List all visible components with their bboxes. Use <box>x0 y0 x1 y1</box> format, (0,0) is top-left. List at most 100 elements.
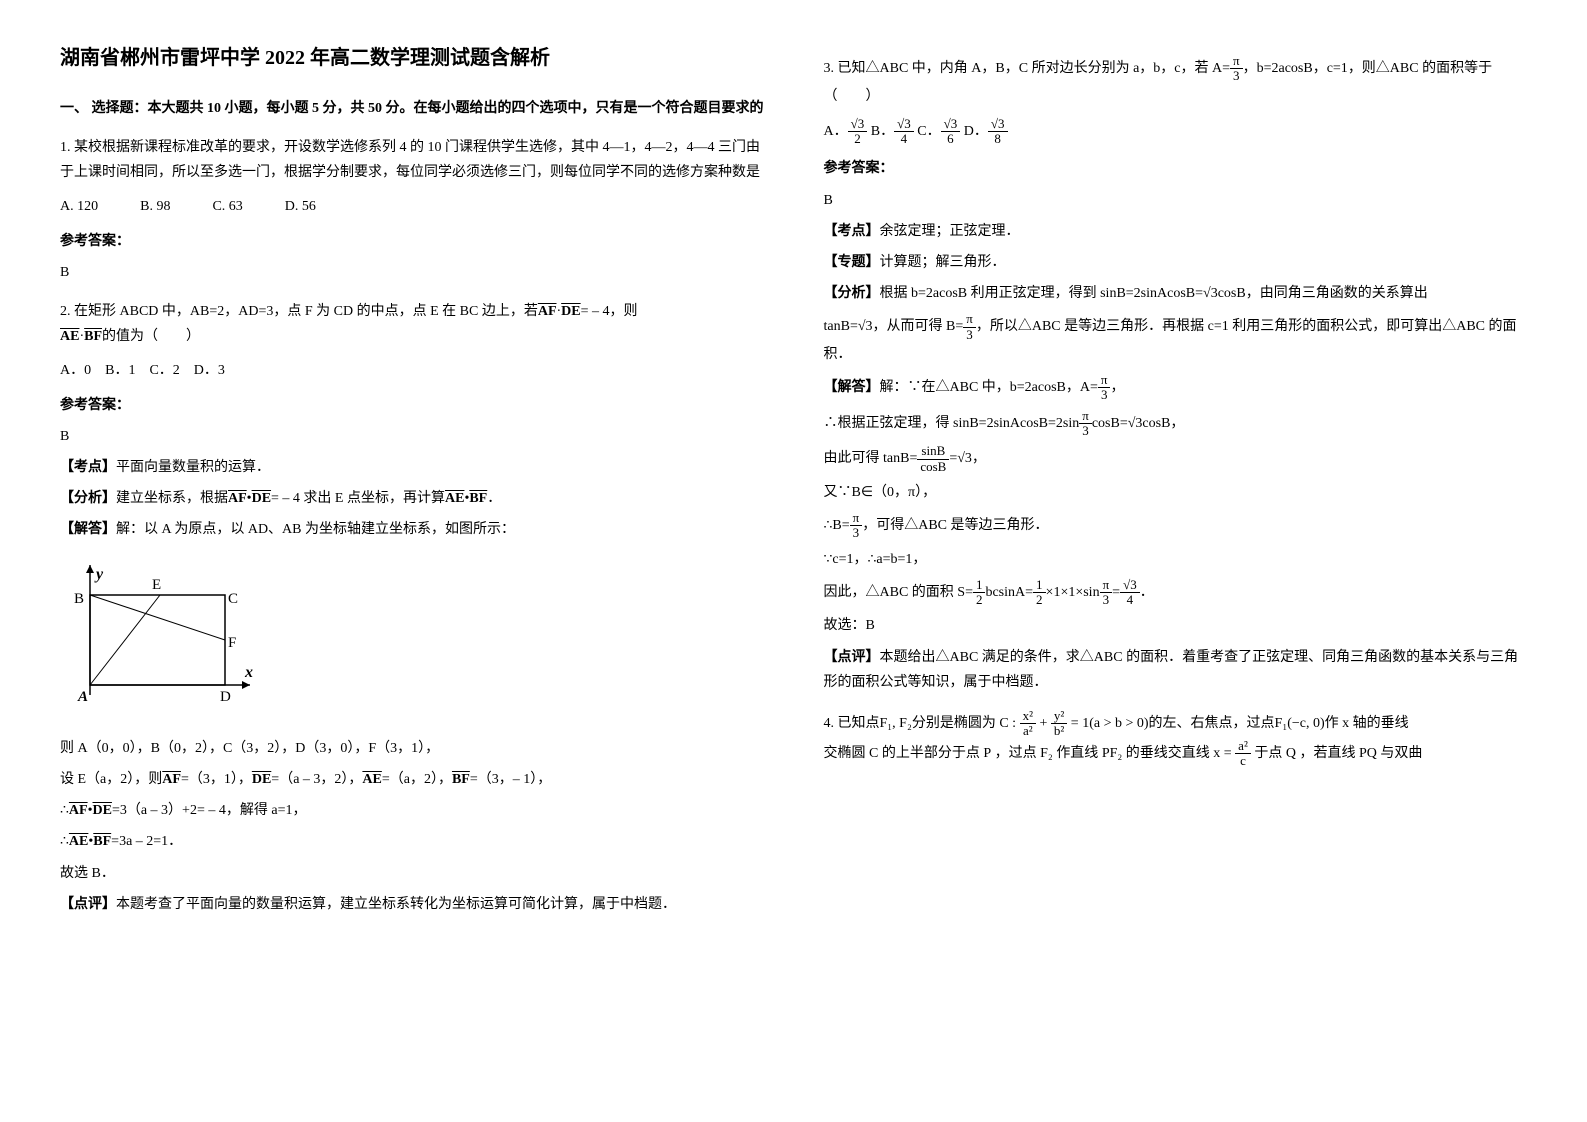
q3-zt-label: 【专题】 <box>824 255 880 270</box>
q3-text-pre: 3. 已知△ABC 中，内角 A，B，C 所对边长分别为 a，b，c，若 <box>824 61 1209 76</box>
q2-jd5-pre: ∴ <box>60 834 69 849</box>
q2-jd4: ∴AF•DE=3（a – 3）+2= – 4，解得 a=1， <box>60 798 764 823</box>
q2-dianping: 【点评】本题考查了平面向量的数量积运算，建立坐标系转化为坐标运算可简化计算，属于… <box>60 892 764 917</box>
q2-text-line2: AE·BF的值为（ ） <box>60 324 764 349</box>
q3-choices: A．√32 B．√34 C．√36 D．√38 <box>824 117 1528 147</box>
q3-jd7-f1: 12 <box>973 578 986 608</box>
coordinate-diagram: y x A B E C F D <box>60 555 764 724</box>
q4-C: C <box>869 746 878 761</box>
q4-l2-mid5: 于点 <box>1254 746 1282 761</box>
vec-de4: DE <box>93 803 112 818</box>
q4-ellipse-eq: C : x²a² + y²b² = 1(a > b > 0) <box>996 716 1149 731</box>
q2-jd2: 则 A（0，0），B（0，2），C（3，2），D（3，0），F（3，1）， <box>60 736 764 761</box>
q1-ref-label: 参考答案： <box>60 229 764 254</box>
q3-kd-label: 【考点】 <box>824 224 880 239</box>
q3-jd7-f4: √34 <box>1120 578 1140 608</box>
q3-fx2-pre: tanB=√3，从而可得 B= <box>824 319 964 334</box>
q4-l2-mid3: 作直线 <box>1056 746 1098 761</box>
q1-text: 1. 某校根据新课程标准改革的要求，开设数学选修系列 4 的 10 门课程供学生… <box>60 135 764 185</box>
q1-choices: A. 120 B. 98 C. 63 D. 56 <box>60 194 764 219</box>
q3-fx-label: 【分析】 <box>824 286 880 301</box>
q2-jd1: 解：以 A 为原点，以 AD、AB 为坐标轴建立坐标系，如图所示： <box>116 522 515 537</box>
q3-dp-label: 【点评】 <box>824 650 880 665</box>
q3-choice-A-prefix: A． <box>824 124 848 139</box>
q3-zhuanti: 【专题】计算题；解三角形． <box>824 250 1528 275</box>
point-A: A <box>77 689 88 705</box>
q3-jd2-post: cosB=√3cosB， <box>1092 416 1185 431</box>
q2-choices: A．0 B．1 C．2 D．3 <box>60 358 764 383</box>
q2-jd-label: 【解答】 <box>60 522 116 537</box>
q4-directrix: x = a²c <box>1213 746 1251 761</box>
question-3: 3. 已知△ABC 中，内角 A，B，C 所对边长分别为 a，b，c，若 A=π… <box>824 54 1528 695</box>
q2-jd5-post: =3a – 2=1． <box>111 834 182 849</box>
q2-jd3-ae: =（a，2）， <box>382 772 452 787</box>
q3-choice-B-prefix: B． <box>871 124 894 139</box>
section-1-header: 一、 选择题：本大题共 10 小题，每小题 5 分，共 50 分。在每小题给出的… <box>60 96 764 121</box>
q2-jd4-post: =3（a – 3）+2= – 4，解得 a=1， <box>112 803 307 818</box>
q3-text: 3. 已知△ABC 中，内角 A，B，C 所对边长分别为 a，b，c，若 A=π… <box>824 54 1528 109</box>
q3-fx1: 根据 b=2acosB 利用正弦定理，得到 sinB=2sinAcosB=√3c… <box>880 286 1428 301</box>
q2-fx-post: ． <box>487 491 501 506</box>
q3-jd3-frac: sinBcosB <box>917 444 949 474</box>
question-1: 1. 某校根据新课程标准改革的要求，开设数学选修系列 4 的 10 门课程供学生… <box>60 135 764 285</box>
q3-zt: 计算题；解三角形． <box>880 255 1006 270</box>
q4-line2: 交椭圆 C 的上半部分于点 P ，过点 F₂ 作直线 PF₂ 的垂线交直线 x … <box>824 739 1528 769</box>
point-B: B <box>74 591 84 607</box>
q3-choice-D: √38 <box>988 117 1008 147</box>
q4-F2: F₂ <box>1040 746 1053 761</box>
q3-jd7-mid2: ×1×1×sin <box>1046 585 1100 600</box>
vec-ae: AE <box>60 329 79 344</box>
q4-l2-pre: 交椭圆 <box>824 746 866 761</box>
point-D: D <box>220 689 231 705</box>
q3-jd7-post: ． <box>1140 585 1154 600</box>
q3-jd3-pre: 由此可得 tanB= <box>824 451 918 466</box>
vec-af2: AF <box>228 491 247 506</box>
question-4: 4. 已知点F₁, F₂分别是椭圆为 C : x²a² + y²b² = 1(a… <box>824 709 1528 768</box>
q4-Q: Q <box>1286 746 1296 761</box>
q3-jd1-frac: π3 <box>1098 373 1111 403</box>
q3-jd5-post: ，可得△ABC 是等边三角形． <box>862 518 1048 533</box>
q4-text-mid1: 分别是椭圆为 <box>912 716 996 731</box>
q4-PQ: PQ <box>1359 746 1377 761</box>
vec-af4: AF <box>69 803 88 818</box>
vec-ae5: AE <box>69 834 88 849</box>
q2-answer: B <box>60 424 764 449</box>
q3-jd7: 因此，△ABC 的面积 S=12bcsinA=12×1×1×sinπ3=√34． <box>824 578 1528 608</box>
q3-choice-C-prefix: C． <box>917 124 940 139</box>
q3-jd7-f3: π3 <box>1100 578 1113 608</box>
q3-jd7-pre: 因此，△ABC 的面积 S= <box>824 585 973 600</box>
q3-choice-A: √32 <box>848 117 868 147</box>
q4-f1: F₁(−c, 0) <box>1275 716 1325 731</box>
q3-fx2: tanB=√3，从而可得 B=π3，所以△ABC 是等边三角形．再根据 c=1 … <box>824 312 1528 367</box>
q2-ref-label: 参考答案： <box>60 393 764 418</box>
q3-cond: ，b=2acosB，c=1 <box>1243 61 1348 76</box>
q4-l2-mid1: 的上半部分于点 <box>882 746 980 761</box>
q3-choice-B: √34 <box>894 117 914 147</box>
q3-jd5: ∴B=π3，可得△ABC 是等边三角形． <box>824 511 1528 541</box>
q3-jd1-post: ， <box>1110 380 1124 395</box>
q3-jd4: 又∵B∈（0，π）， <box>824 480 1528 505</box>
vec-af3: AF <box>162 772 181 787</box>
vec-ae3: AE <box>362 772 381 787</box>
q3-kaodian: 【考点】余弦定理；正弦定理． <box>824 219 1528 244</box>
point-F: F <box>228 635 236 651</box>
q4-line1: 4. 已知点F₁, F₂分别是椭圆为 C : x²a² + y²b² = 1(a… <box>824 709 1528 739</box>
vec-bf3: BF <box>452 772 470 787</box>
q3-answer: B <box>824 188 1528 213</box>
q2-dp-label: 【点评】 <box>60 897 116 912</box>
q3-conclusion: 故选：B <box>824 613 1528 638</box>
q3-jd2-pre: ∴根据正弦定理，得 sinB=2sinAcosB=2sin <box>824 416 1080 431</box>
q3-jd7-f2: 12 <box>1033 578 1046 608</box>
q3-fx2-frac: π3 <box>963 312 976 342</box>
q2-jd4-pre: ∴ <box>60 803 69 818</box>
q4-l2-mid6: ，若直线 <box>1299 746 1355 761</box>
q3-jd3: 由此可得 tanB=sinBcosB=√3， <box>824 444 1528 474</box>
q3-jd5-pre: ∴B= <box>824 518 850 533</box>
vec-af: AF <box>538 304 557 319</box>
q2-fx-pre: 建立坐标系，根据 <box>116 491 228 506</box>
q3-kd: 余弦定理；正弦定理． <box>880 224 1020 239</box>
q3-dp: 本题给出△ABC 满足的条件，求△ABC 的面积．着重考查了正弦定理、同角三角函… <box>824 650 1519 690</box>
q2-jd3-bf: =（3，– 1）， <box>470 772 551 787</box>
q2-jieda: 【解答】解：以 A 为原点，以 AD、AB 为坐标轴建立坐标系，如图所示： <box>60 517 764 542</box>
q2-jd3-pre: 设 E（a，2），则 <box>60 772 162 787</box>
